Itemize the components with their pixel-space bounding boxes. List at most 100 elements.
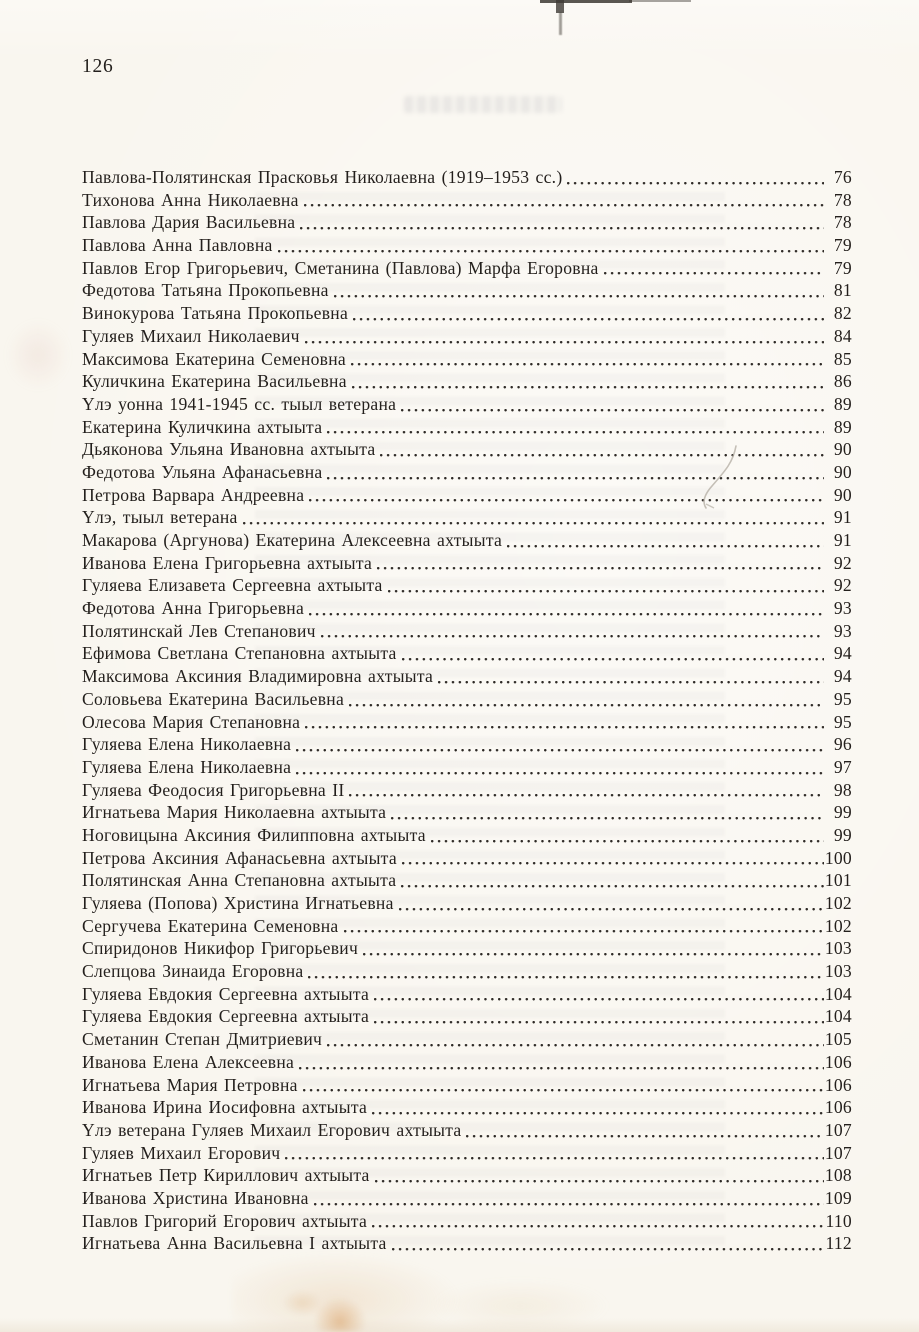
toc-entry-page-number: 76 [833, 167, 852, 187]
toc-entry: Сметанин Степан Дмитриевич 105 [82, 1029, 852, 1052]
bleed-through-title-artifact [404, 96, 562, 113]
toc-entry: Сергучева Екатерина Семеновна 102 [82, 916, 852, 939]
dot-leader [312, 1200, 824, 1208]
dot-leader [303, 338, 824, 346]
toc-entry-title: Соловьева Екатерина Васильевна [82, 688, 345, 709]
dot-leader [506, 542, 824, 550]
dot-leader [465, 1132, 824, 1140]
toc-entry: Үлэ, тыыл ветерана 91 [82, 507, 852, 530]
toc-entry-page-number: 106 [824, 1097, 852, 1118]
toc-entry: Петрова Аксиния Афанасьевна ахтыыта 100 [82, 848, 852, 871]
toc-entry: Куличкина Екатерина Васильевна 86 [82, 371, 852, 394]
toc-entry: Игнатьева Мария Петровна 106 [82, 1075, 852, 1098]
dot-leader [284, 1155, 824, 1163]
dot-leader [386, 588, 824, 596]
toc-entry: Спиридонов Никифор Григорьевич 103 [82, 938, 852, 961]
dot-leader [319, 633, 824, 641]
dot-leader [390, 814, 824, 822]
dot-leader [326, 1041, 824, 1049]
paper-stain [282, 1290, 322, 1316]
paper-smudge [6, 320, 70, 390]
toc-entry-page-number: 100 [824, 847, 852, 868]
toc-entry: Павлова Дария Васильевна 78 [82, 212, 852, 235]
toc-entry-title: Павлова-Полятинская Прасковья Николаевна… [82, 167, 563, 187]
toc-entry: Ефимова Светлана Степановна ахтыыта 94 [82, 643, 852, 666]
toc-entry-title: Игнатьева Анна Васильевна I ахтыыта [82, 1233, 387, 1254]
toc-entry: Екатерина Куличкина ахтыыта 89 [82, 417, 852, 440]
toc-entry-page-number: 104 [824, 1006, 852, 1027]
toc-entry: Ноговицына Аксиния Филипповна ахтыыта 99 [82, 825, 852, 848]
toc-entry-page-number: 104 [824, 983, 852, 1004]
dot-leader [298, 1064, 824, 1072]
toc-entry: Максимова Екатерина Семеновна 85 [82, 349, 852, 372]
toc-entry: Винокурова Татьяна Прокопьевна 82 [82, 303, 852, 326]
toc-entry-page-number: 98 [833, 779, 852, 800]
toc-entry-title: Павлов Григорий Егорович ахтыыта [82, 1210, 368, 1231]
dot-leader [307, 973, 824, 981]
toc-entry-page-number: 99 [833, 802, 852, 823]
toc-entry-title: Игнатьева Мария Петровна [82, 1074, 298, 1095]
paper-stain [314, 1298, 366, 1332]
toc-entry-page-number: 89 [833, 393, 852, 414]
toc-entry-title: Олесова Мария Степановна [82, 711, 301, 732]
toc-entry: Соловьева Екатерина Васильевна 95 [82, 689, 852, 712]
dot-leader [349, 361, 824, 369]
toc-entry-page-number: 97 [833, 756, 852, 777]
toc-entry-page-number: 109 [824, 1187, 852, 1208]
toc-entry-title: Гуляева Елена Николаевна [82, 756, 292, 777]
dot-leader [301, 1087, 824, 1095]
dot-leader [397, 905, 824, 913]
toc-entry-page-number: 102 [824, 893, 852, 913]
toc-entry-title: Үлэ уонна 1941-1945 сс. тыыл ветерана [82, 393, 397, 414]
toc-entry: Полятинская Анна Степановна ахтыыта 101 [82, 870, 852, 893]
dot-leader [304, 724, 824, 732]
toc-entry: Иванова Елена Алексеевна 106 [82, 1052, 852, 1075]
dot-leader [299, 225, 824, 233]
toc-entry-page-number: 93 [833, 620, 852, 641]
toc-entry-title: Максимова Екатерина Семеновна [82, 348, 346, 369]
toc-entry-title: Куличкина Екатерина Васильевна [82, 371, 347, 392]
dot-leader [390, 1246, 824, 1253]
dot-leader [326, 474, 824, 482]
toc-entry-title: Макарова (Аргунова) Екатерина Алексеевна… [82, 530, 503, 550]
toc-entry: Игнатьева Анна Васильевна I ахтыыта 112 [82, 1233, 852, 1256]
toc-entry-title: Павлова Дария Васильевна [82, 212, 296, 233]
toc-entry: Гуляева Елена Николаевна 97 [82, 757, 852, 780]
toc-entry-title: Игнатьев Петр Кириллович ахтыыта [82, 1165, 370, 1186]
dot-leader [429, 837, 824, 845]
toc-entry-title: Гуляева (Попова) Христина Игнатьевна [82, 893, 394, 913]
toc-entry-title: Максимова Аксиния Владимировна ахтыыта [82, 666, 434, 687]
toc-entry: Дьяконова Ульяна Ивановна ахтыыта 90 [82, 439, 852, 462]
dot-leader [348, 792, 824, 800]
toc-entry-title: Гуляева Феодосия Григорьевна II [82, 779, 345, 800]
toc-entry: Үлэ уонна 1941-1945 сс. тыыл ветерана 89 [82, 394, 852, 417]
toc-entry-page-number: 79 [833, 257, 852, 278]
toc-entry-title: Петрова Аксиния Афанасьевна ахтыыта [82, 847, 397, 868]
toc-entry-title: Спиридонов Никифор Григорьевич [82, 938, 359, 959]
toc-entry-title: Сергучева Екатерина Семеновна [82, 915, 339, 936]
toc-entry-title: Винокурова Татьяна Прокопьевна [82, 303, 349, 324]
dot-leader [342, 928, 824, 936]
toc-entry: Иванова Ирина Иосифовна ахтыыта 106 [82, 1097, 852, 1120]
dot-leader [295, 769, 824, 777]
dot-leader [373, 1177, 824, 1185]
toc-entry-page-number: 95 [833, 711, 852, 732]
toc-entry-page-number: 81 [833, 280, 852, 301]
toc-entry: Гуляев Михаил Николаевич 84 [82, 326, 852, 349]
dot-leader [371, 1109, 824, 1117]
toc-entry: Гуляева Елизавета Сергеевна ахтыыта 92 [82, 575, 852, 598]
scan-bottom-shadow [0, 1318, 919, 1332]
toc-entry-page-number: 90 [833, 484, 852, 505]
toc-entry: Үлэ ветерана Гуляев Михаил Егорович ахты… [82, 1120, 852, 1143]
paper-stain [430, 1280, 610, 1332]
toc-entry: Гуляева (Попова) Христина Игнатьевна 102 [82, 893, 852, 916]
toc-entry: Павлов Григорий Егорович ахтыыта 110 [82, 1211, 852, 1234]
toc-entry-title: Үлэ ветерана Гуляев Михаил Егорович ахты… [82, 1119, 462, 1140]
dot-leader [308, 610, 824, 618]
toc-entry-title: Петрова Варвара Андреевна [82, 484, 305, 505]
toc-entry: Олесова Мария Степановна 95 [82, 712, 852, 735]
toc-entry-page-number: 92 [833, 575, 852, 596]
toc-entry-title: Ефимова Светлана Степановна ахтыыта [82, 643, 397, 664]
dot-leader [295, 746, 824, 754]
toc-entry-page-number: 112 [825, 1233, 852, 1254]
